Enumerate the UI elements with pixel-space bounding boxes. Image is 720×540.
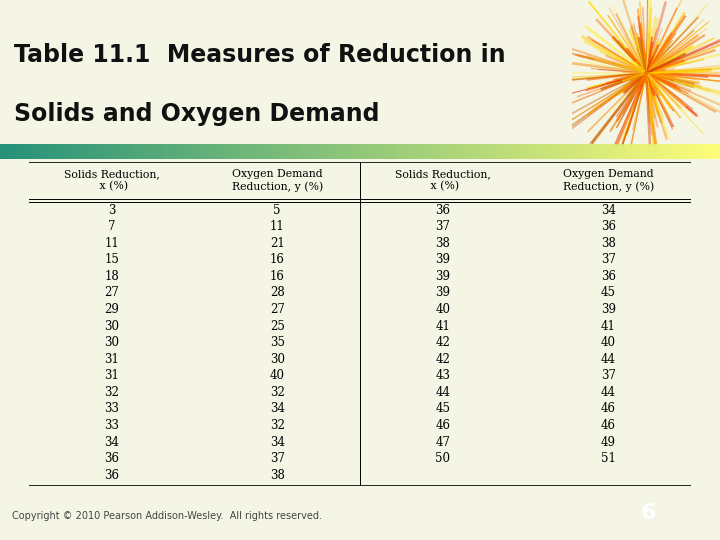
Text: 29: 29 [104, 303, 119, 316]
Text: 38: 38 [270, 469, 284, 482]
Text: 33: 33 [104, 402, 119, 415]
Text: 32: 32 [270, 386, 284, 399]
Text: Copyright © 2010 Pearson Addison-Wesley.  All rights reserved.: Copyright © 2010 Pearson Addison-Wesley.… [12, 511, 322, 521]
Text: 37: 37 [270, 452, 284, 465]
Text: 42: 42 [436, 336, 450, 349]
Text: 46: 46 [601, 419, 616, 432]
Text: 3: 3 [108, 204, 115, 217]
Text: 36: 36 [104, 452, 119, 465]
Text: Solids Reduction,
 x (%): Solids Reduction, x (%) [395, 170, 491, 192]
Text: 45: 45 [436, 402, 450, 415]
Text: 36: 36 [601, 220, 616, 233]
Text: 49: 49 [601, 436, 616, 449]
Text: 15: 15 [104, 253, 119, 266]
Text: 41: 41 [436, 320, 450, 333]
Text: 34: 34 [270, 436, 284, 449]
Text: 21: 21 [270, 237, 284, 250]
Text: 32: 32 [104, 386, 119, 399]
Text: 32: 32 [270, 419, 284, 432]
Text: 41: 41 [601, 320, 616, 333]
Text: 39: 39 [436, 270, 450, 283]
Text: 30: 30 [104, 320, 119, 333]
Text: 36: 36 [601, 270, 616, 283]
Text: 27: 27 [270, 303, 284, 316]
Text: 11: 11 [270, 220, 284, 233]
Text: 7: 7 [108, 220, 115, 233]
Text: 38: 38 [601, 237, 616, 250]
Text: 39: 39 [601, 303, 616, 316]
Text: Table 11.1  Measures of Reduction in: Table 11.1 Measures of Reduction in [14, 43, 506, 68]
Text: 42: 42 [436, 353, 450, 366]
Text: 11: 11 [104, 237, 119, 250]
Text: 34: 34 [601, 204, 616, 217]
Text: 5: 5 [274, 204, 281, 217]
Text: 34: 34 [270, 402, 284, 415]
Text: 40: 40 [436, 303, 450, 316]
Text: 45: 45 [601, 287, 616, 300]
Text: Oxygen Demand
Reduction, y (%): Oxygen Demand Reduction, y (%) [563, 170, 654, 192]
Text: 16: 16 [270, 253, 284, 266]
Text: 44: 44 [601, 353, 616, 366]
Text: 36: 36 [104, 469, 119, 482]
Text: 35: 35 [270, 336, 284, 349]
Text: 40: 40 [270, 369, 284, 382]
Text: 40: 40 [601, 336, 616, 349]
Text: 28: 28 [270, 287, 284, 300]
Text: 43: 43 [436, 369, 450, 382]
Text: 31: 31 [104, 369, 119, 382]
Text: 44: 44 [436, 386, 450, 399]
Text: 37: 37 [601, 369, 616, 382]
Text: 18: 18 [104, 270, 119, 283]
Text: 50: 50 [436, 452, 450, 465]
Text: Solids Reduction,
 x (%): Solids Reduction, x (%) [63, 170, 160, 192]
Text: 44: 44 [601, 386, 616, 399]
Text: 46: 46 [436, 419, 450, 432]
Text: 34: 34 [104, 436, 119, 449]
Text: 38: 38 [436, 237, 450, 250]
Text: Solids and Oxygen Demand: Solids and Oxygen Demand [14, 102, 380, 126]
Text: 16: 16 [270, 270, 284, 283]
Text: 33: 33 [104, 419, 119, 432]
Text: 39: 39 [436, 253, 450, 266]
Text: 39: 39 [436, 287, 450, 300]
Text: 51: 51 [601, 452, 616, 465]
Text: 37: 37 [601, 253, 616, 266]
Text: 27: 27 [104, 287, 119, 300]
Text: 25: 25 [270, 320, 284, 333]
Text: 30: 30 [104, 336, 119, 349]
Text: 30: 30 [270, 353, 284, 366]
Text: Oxygen Demand
Reduction, y (%): Oxygen Demand Reduction, y (%) [232, 170, 323, 192]
Text: 37: 37 [436, 220, 450, 233]
Text: 47: 47 [436, 436, 450, 449]
Text: 31: 31 [104, 353, 119, 366]
Text: 36: 36 [436, 204, 450, 217]
Text: 6: 6 [640, 503, 656, 523]
Text: 46: 46 [601, 402, 616, 415]
